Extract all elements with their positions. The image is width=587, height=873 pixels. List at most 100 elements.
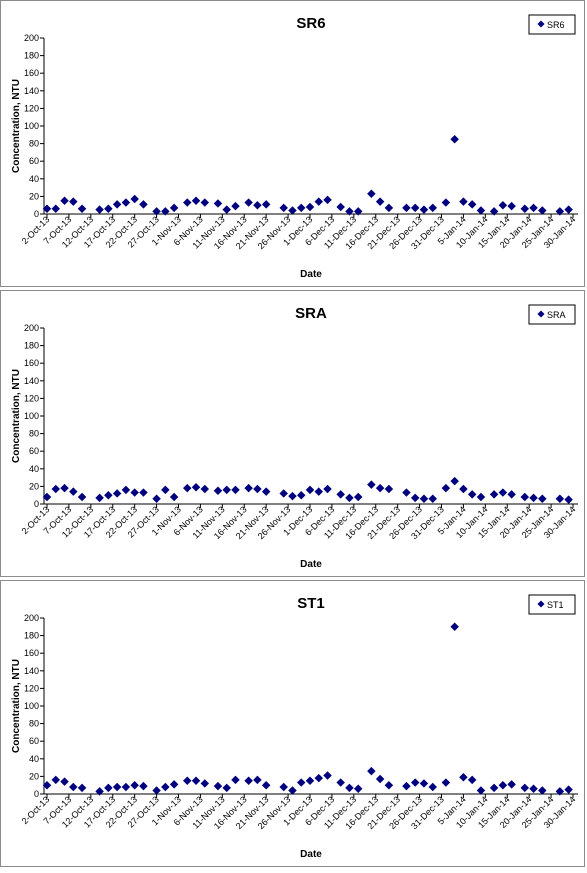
y-tick-label: 140 [24, 666, 39, 676]
y-tick-label: 140 [24, 376, 39, 386]
data-point [121, 485, 131, 495]
data-point [60, 483, 69, 493]
legend-box [528, 304, 576, 325]
data-point [529, 493, 538, 503]
data-point [104, 490, 113, 500]
chart-panel-st1: ST1 0 20 40 60 80 100 120 140 160 180 200 2-Oct-13 7-… [0, 580, 585, 867]
data-point [564, 785, 573, 794]
data-point [191, 196, 201, 206]
legend: SRA [528, 304, 576, 325]
data-point [555, 494, 565, 503]
legend: SR6 [528, 14, 576, 35]
data-point [402, 203, 411, 213]
data-point [402, 781, 411, 791]
data-point [323, 771, 332, 780]
legend-marker-icon [537, 20, 545, 28]
y-tick-label: 20 [29, 191, 39, 201]
data-point [112, 782, 122, 792]
y-tick-label: 200 [24, 323, 39, 333]
data-point [375, 197, 385, 206]
data-point [51, 204, 61, 213]
legend-box [528, 594, 576, 615]
y-axis-label: Concentration, NTU [11, 659, 22, 753]
y-axis-label: Concentration, NTU [11, 369, 22, 463]
legend-label: ST1 [547, 600, 564, 610]
data-point [476, 786, 486, 795]
data-point [152, 494, 161, 503]
data-point [336, 778, 345, 787]
data-point [467, 775, 477, 785]
data-point [121, 198, 131, 207]
chart-title: SR6 [296, 15, 325, 32]
data-point [130, 488, 139, 497]
data-point [95, 493, 104, 503]
legend-box [528, 14, 576, 35]
data-point [231, 775, 240, 785]
data-point [51, 775, 61, 785]
y-tick-label: 180 [24, 341, 39, 351]
y-tick-label: 0 [34, 789, 39, 799]
data-point [200, 484, 210, 494]
data-point [279, 489, 288, 498]
data-point [375, 774, 385, 784]
y-tick-label: 0 [34, 499, 39, 509]
data-point [459, 773, 468, 782]
data-point [538, 494, 547, 503]
data-point [231, 485, 240, 495]
data-point [183, 198, 192, 207]
chart-panel-sr6: SR6 0 20 40 60 80 100 120 140 160 180 200 2-Oct-13 7-… [0, 0, 585, 287]
data-point [296, 778, 306, 787]
legend-marker-icon [537, 600, 545, 608]
data-point [529, 784, 538, 793]
data-point [69, 197, 78, 206]
data-point [323, 195, 332, 205]
data-point [489, 490, 499, 499]
y-tick-label: 0 [34, 209, 39, 219]
data-point [152, 207, 161, 216]
data-point [419, 494, 429, 503]
data-point [529, 203, 538, 213]
data-point [428, 782, 437, 792]
data-point [222, 485, 231, 495]
data-point [428, 203, 437, 213]
data-point [305, 776, 315, 786]
y-tick-label: 100 [24, 701, 39, 711]
data-point [520, 204, 530, 213]
data-point [323, 484, 332, 494]
data-point [288, 491, 297, 501]
data-point [95, 205, 104, 214]
data-point [467, 200, 477, 209]
data-point [77, 492, 87, 502]
data-point [213, 781, 223, 791]
data-point [450, 622, 459, 632]
data-point [428, 494, 437, 503]
data-point [489, 207, 499, 216]
data-point [384, 780, 394, 790]
data-point [77, 204, 87, 213]
data-point [261, 487, 271, 496]
data-point [191, 776, 201, 786]
data-point [279, 203, 288, 213]
y-tick-label: 200 [24, 613, 39, 623]
data-point [498, 780, 508, 790]
data-point [459, 484, 468, 494]
data-point [419, 779, 429, 788]
data-point [336, 490, 345, 499]
x-axis-label: Date [300, 849, 322, 860]
chart-sr6: SR60204060801001201401601802002-Oct-137-… [11, 14, 578, 280]
chart-title: SRA [295, 305, 327, 322]
data-point [130, 194, 139, 204]
data-point [152, 786, 161, 795]
data-point [419, 205, 429, 214]
data-point [507, 490, 516, 499]
y-tick-label: 40 [29, 174, 39, 184]
data-point [314, 487, 324, 496]
data-point [564, 205, 573, 214]
data-point [489, 783, 499, 793]
data-point [441, 483, 451, 493]
data-point [222, 783, 231, 793]
y-tick-label: 80 [29, 139, 39, 149]
data-point [498, 488, 508, 497]
data-point [336, 202, 345, 212]
data-point [441, 778, 451, 787]
